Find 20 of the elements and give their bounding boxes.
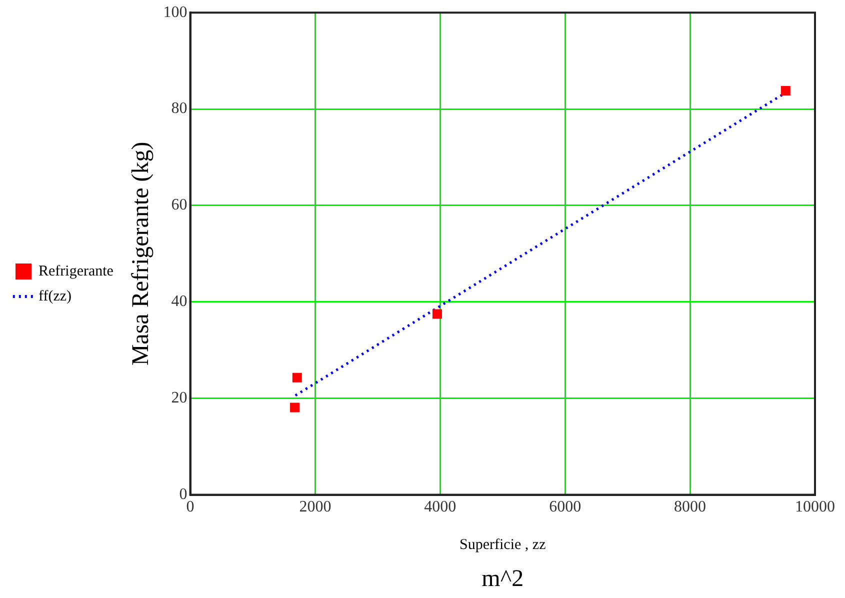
y-tick-label: 60 <box>171 196 188 214</box>
y-tick-label: 100 <box>163 4 188 21</box>
x-tick-label: 8000 <box>674 498 706 516</box>
y-tick-label: 0 <box>179 486 188 504</box>
point <box>432 309 442 319</box>
point <box>292 372 302 382</box>
legend-label: ff(zz) <box>38 288 72 304</box>
y-tick-label: 80 <box>171 100 188 118</box>
x-tick-label: 4000 <box>424 498 456 516</box>
y-axis-title: Masa Refrigerante (kg) <box>128 142 154 366</box>
x-tick-label: 2000 <box>299 498 332 516</box>
text: m^2 <box>482 566 524 592</box>
point <box>290 402 300 412</box>
x-tick-label: 6000 <box>549 498 582 516</box>
y-tick-label: 20 <box>171 390 188 407</box>
legend-label: Refrigerante <box>38 263 114 280</box>
point <box>780 86 790 96</box>
x-axis-title: Superficie , zz <box>460 536 546 553</box>
y-tick-label: 40 <box>171 293 188 310</box>
x-tick-label: 10000 <box>795 498 835 516</box>
